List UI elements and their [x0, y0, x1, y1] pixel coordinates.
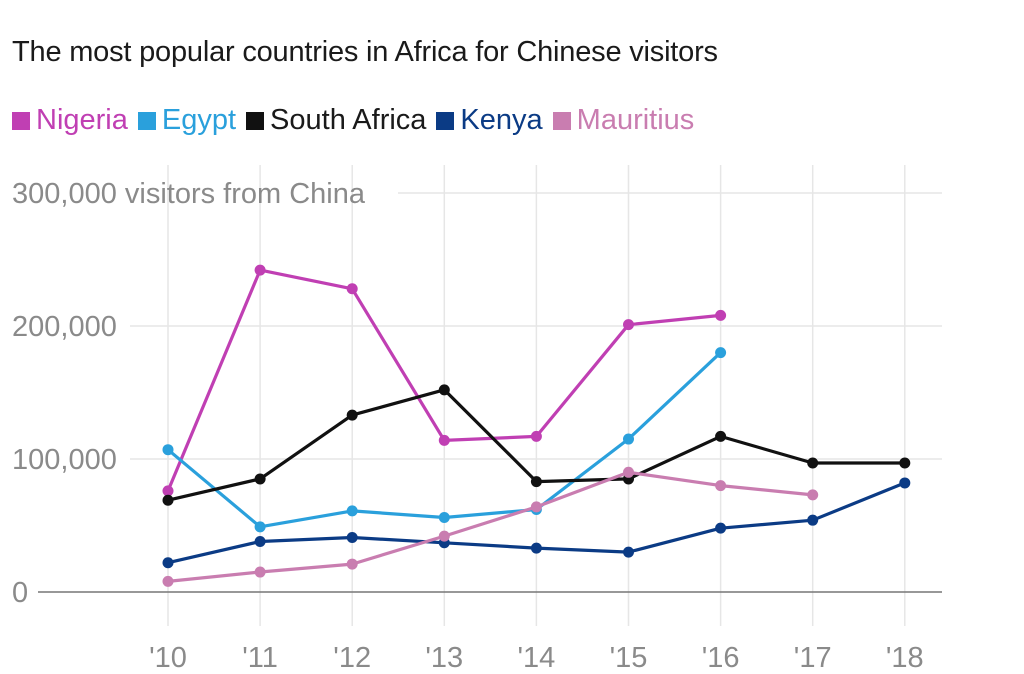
y-tick-label: 300,000 visitors from China — [12, 178, 366, 210]
data-point-egypt — [623, 433, 634, 445]
data-point-egypt — [715, 347, 727, 359]
data-point-south-africa — [715, 430, 727, 442]
x-tick-label: '18 — [886, 642, 924, 674]
data-point-mauritius — [438, 530, 450, 542]
x-tick-label: '15 — [610, 642, 648, 674]
legend-label: South Africa — [270, 104, 427, 136]
data-point-nigeria — [162, 485, 174, 497]
data-point-south-africa — [162, 494, 174, 506]
x-tick-label: '17 — [794, 642, 832, 674]
legend-item-kenya: Kenya — [436, 104, 543, 137]
data-point-nigeria — [623, 319, 634, 331]
x-tick-label: '11 — [242, 642, 278, 674]
data-point-mauritius — [346, 558, 358, 570]
data-point-nigeria — [715, 309, 727, 321]
legend-item-south-africa: South Africa — [246, 104, 426, 137]
chart-title: The most popular countries in Africa for… — [12, 36, 718, 68]
data-point-kenya — [346, 531, 358, 543]
data-point-mauritius — [162, 575, 174, 587]
data-point-south-africa — [807, 457, 819, 469]
data-point-nigeria — [438, 434, 450, 446]
data-point-nigeria — [254, 264, 266, 276]
y-tick-label: 100,000 — [12, 444, 117, 476]
legend-swatch — [246, 111, 265, 130]
legend-swatch — [436, 111, 455, 130]
data-point-kenya — [623, 546, 634, 558]
data-point-mauritius — [807, 489, 819, 501]
legend-label: Nigeria — [36, 104, 128, 136]
legend-item-nigeria: Nigeria — [12, 104, 128, 137]
series-line-mauritius — [166, 470, 815, 583]
data-point-mauritius — [530, 501, 542, 513]
data-point-egypt — [438, 512, 450, 524]
chart-legend: Nigeria Egypt South Africa Kenya Mauritius — [12, 104, 704, 137]
x-tick-label: '16 — [702, 642, 740, 674]
data-point-kenya — [899, 477, 911, 489]
y-tick-label: 200,000 — [12, 311, 117, 343]
data-point-kenya — [807, 514, 819, 526]
legend-label: Kenya — [460, 104, 543, 136]
data-point-kenya — [715, 522, 727, 534]
data-point-kenya — [530, 542, 542, 554]
data-point-nigeria — [346, 283, 358, 295]
legend-item-egypt: Egypt — [137, 104, 237, 137]
legend-label: Egypt — [161, 104, 237, 136]
data-point-nigeria — [530, 430, 542, 442]
x-tick-label: '12 — [333, 642, 371, 674]
legend-item-mauritius: Mauritius — [552, 104, 695, 137]
data-point-south-africa — [899, 457, 911, 469]
legend-swatch — [12, 111, 30, 130]
x-tick-label: '13 — [425, 642, 463, 674]
legend-swatch — [552, 111, 571, 130]
data-point-mauritius — [623, 466, 634, 478]
data-point-kenya — [162, 557, 174, 569]
data-point-egypt — [254, 521, 266, 533]
x-tick-label: '14 — [518, 642, 556, 674]
data-point-south-africa — [346, 409, 358, 421]
y-tick-label: 0 — [12, 577, 28, 609]
data-point-south-africa — [254, 473, 266, 485]
data-point-south-africa — [530, 476, 542, 488]
x-tick-label: '10 — [149, 642, 187, 674]
legend-label: Mauritius — [576, 104, 695, 136]
data-point-egypt — [346, 505, 358, 517]
data-point-mauritius — [254, 566, 266, 578]
data-point-egypt — [162, 444, 174, 456]
data-point-mauritius — [715, 480, 727, 492]
data-point-kenya — [254, 535, 266, 547]
data-point-south-africa — [438, 384, 450, 396]
legend-swatch — [137, 111, 156, 130]
